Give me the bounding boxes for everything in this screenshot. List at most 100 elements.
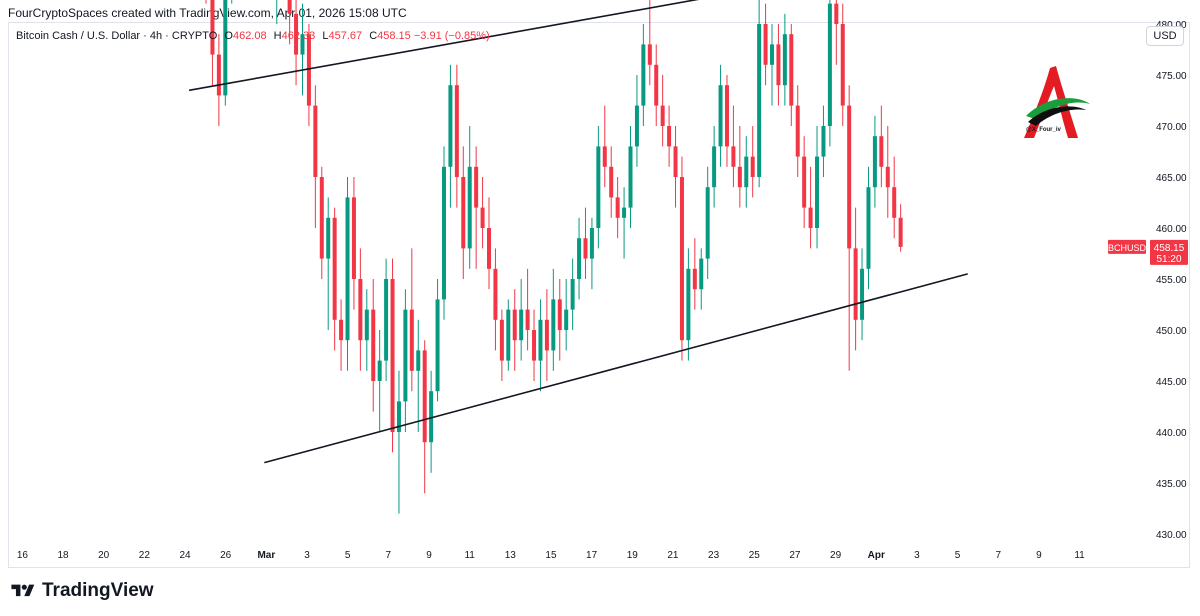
candle-body <box>551 299 556 351</box>
candle-body <box>525 309 530 330</box>
y-tick-label: 435.00 <box>1156 479 1187 490</box>
candle-body <box>364 309 369 341</box>
y-tick-label: 460.00 <box>1156 224 1187 235</box>
candle-body <box>731 146 736 167</box>
candle-body <box>287 0 292 14</box>
close-label: C <box>369 30 378 42</box>
candle-body <box>570 279 575 310</box>
candle-body <box>532 330 537 361</box>
x-tick-label: 25 <box>749 550 761 561</box>
candle-body <box>499 319 504 361</box>
ohlc-legend: Bitcoin Cash / U.S. Dollar · 4h · CRYPTO… <box>16 30 490 42</box>
candle-body <box>770 44 775 65</box>
candle-body <box>319 177 324 259</box>
x-tick-label: 18 <box>57 550 69 561</box>
x-tick-label: 16 <box>17 550 29 561</box>
candle-body <box>602 146 607 167</box>
x-tick-label: 23 <box>708 550 720 561</box>
candle-body <box>384 279 389 361</box>
candle-body <box>583 238 588 259</box>
candles-layer <box>205 0 903 514</box>
ticker-tag-text: BCHUSD <box>1108 243 1147 253</box>
candle-body <box>795 105 800 157</box>
candle-body <box>699 258 704 290</box>
candle-body <box>789 34 794 106</box>
candle-body <box>577 238 582 279</box>
candle-body <box>641 44 646 106</box>
close-value: 458.15 <box>377 30 411 42</box>
y-tick-label: 475.00 <box>1156 71 1187 82</box>
x-tick-label: 21 <box>667 550 679 561</box>
candle-body <box>493 268 498 320</box>
trendline[interactable] <box>188 0 903 92</box>
candle-body <box>647 44 652 65</box>
high-value: 462.33 <box>281 30 316 42</box>
candle-body <box>609 166 614 198</box>
tradingview-logo[interactable]: TradingView <box>10 580 154 602</box>
x-tick-label: 7 <box>995 550 1001 561</box>
candle-body <box>622 207 627 218</box>
candle-body <box>223 0 228 96</box>
x-tick-label: 19 <box>627 550 639 561</box>
attribution-text: FourCryptoSpaces created with TradingVie… <box>8 6 407 20</box>
candle-body <box>724 85 729 147</box>
candle-body <box>339 319 344 341</box>
candle-body <box>409 309 414 371</box>
trendline[interactable] <box>264 273 968 464</box>
open-label: O <box>224 30 233 42</box>
candle-body <box>892 187 897 218</box>
x-tick-label: 11 <box>464 550 475 561</box>
bar-countdown-text: 51:20 <box>1156 254 1181 265</box>
candle-body <box>872 136 877 188</box>
candle-body <box>834 3 839 24</box>
y-tick-label: 470.00 <box>1156 122 1187 133</box>
candle-body <box>879 136 884 167</box>
trendlines-layer <box>188 0 968 464</box>
candle-body <box>326 217 331 259</box>
candle-body <box>448 85 453 167</box>
candle-body <box>487 228 492 269</box>
candle-body <box>377 360 382 381</box>
candle-body <box>390 279 395 432</box>
currency-button[interactable]: USD <box>1146 26 1184 46</box>
candle-body <box>403 309 408 402</box>
x-tick-label: 22 <box>139 550 151 561</box>
x-tick-label: 20 <box>98 550 110 561</box>
candle-body <box>692 268 697 290</box>
candle-body <box>596 146 601 228</box>
candle-body <box>332 217 337 320</box>
tradingview-logo-icon <box>11 584 35 597</box>
candle-body <box>506 309 511 361</box>
time-axis: 16 18 20 22 24 26 Mar 3 5 7 9 11 13 15 17 19 21 23 25 27 29 A… <box>17 550 1085 561</box>
author-handle: @X_Four_iv <box>1026 127 1061 133</box>
candle-body <box>564 309 569 330</box>
x-tick-label: 3 <box>914 550 920 561</box>
x-tick-label: 26 <box>220 550 232 561</box>
candle-body <box>351 197 356 279</box>
candle-body <box>345 197 350 341</box>
candle-body <box>660 105 665 126</box>
last-price-box <box>1150 239 1188 265</box>
candle-body <box>306 34 311 106</box>
candle-body <box>718 85 723 147</box>
candle-body <box>667 126 672 147</box>
candle-body <box>750 156 755 177</box>
candle-body <box>441 166 446 300</box>
candle-body <box>782 34 787 86</box>
low-label: L <box>322 30 329 42</box>
candle-body <box>686 268 691 341</box>
x-tick-label: 13 <box>505 550 517 561</box>
chart-frame <box>8 22 1190 568</box>
candle-body <box>673 146 678 177</box>
candle-body <box>615 197 620 218</box>
candle-body <box>757 24 762 177</box>
x-tick-label: 9 <box>1036 550 1042 561</box>
last-price-text: 458.15 <box>1154 243 1185 254</box>
y-tick-label: 480.00 <box>1156 20 1187 31</box>
candle-body <box>853 248 858 320</box>
candle-body <box>474 166 479 208</box>
x-tick-label: 27 <box>789 550 801 561</box>
low-value: 457.67 <box>328 30 363 42</box>
candle-body <box>885 166 890 188</box>
